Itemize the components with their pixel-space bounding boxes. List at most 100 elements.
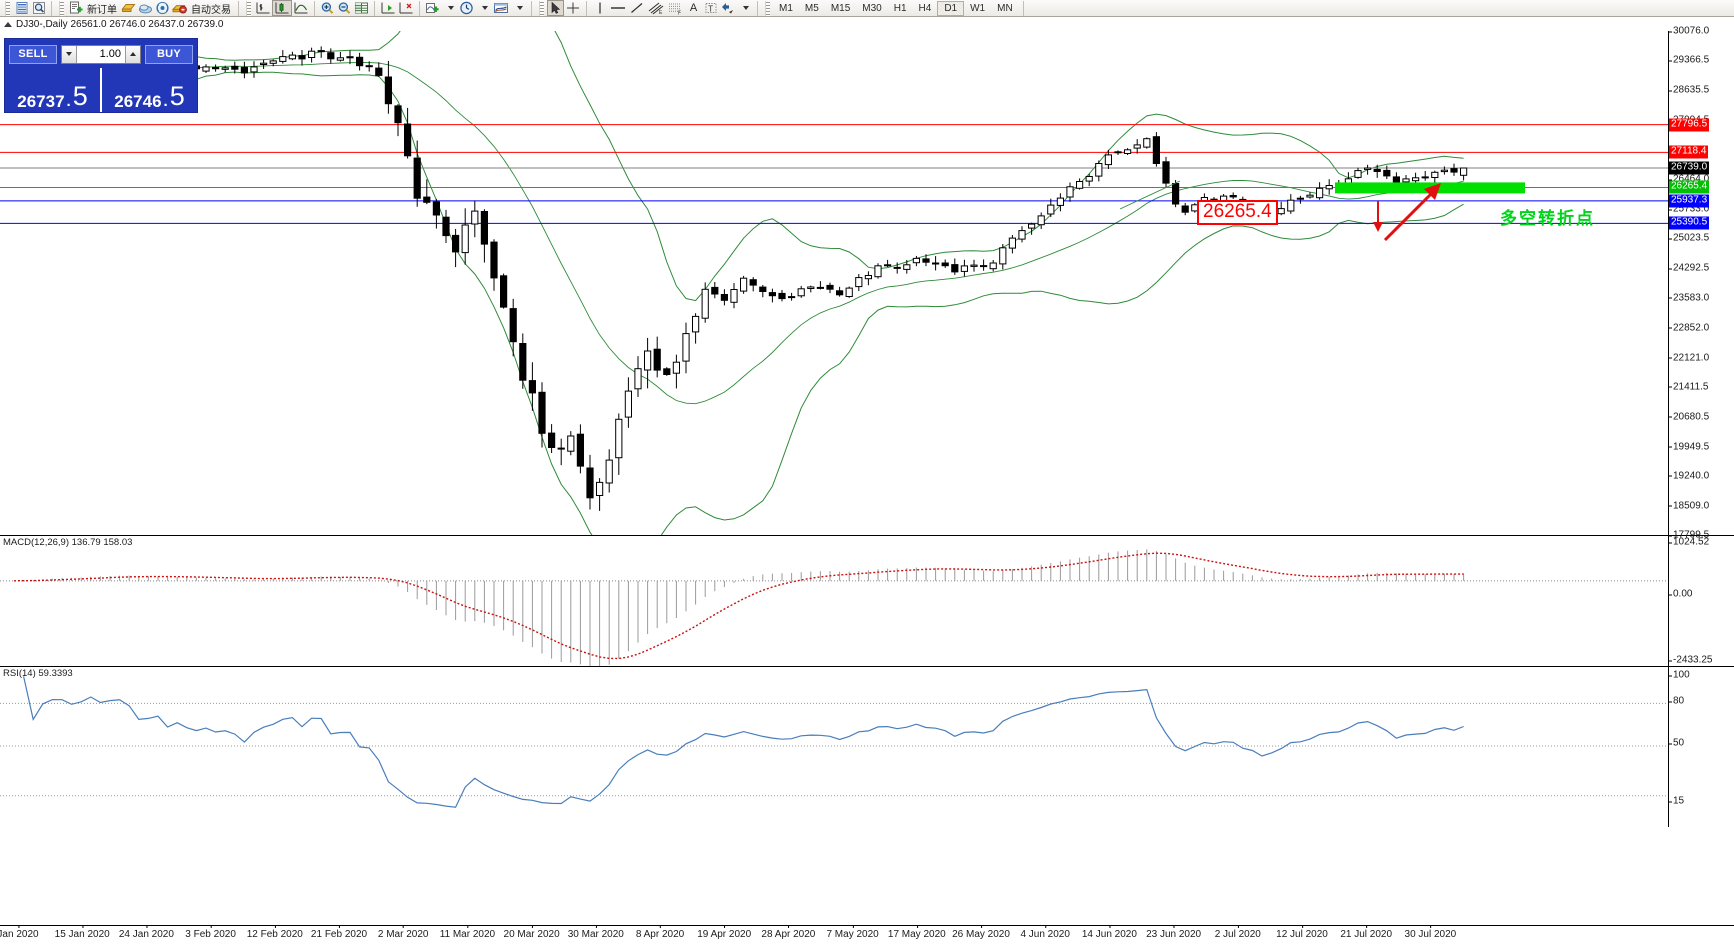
timeframe-m5[interactable]: M5: [804, 2, 819, 14]
horizontal-line-icon[interactable]: [608, 0, 628, 16]
price-tick-label: 30076.0: [1669, 26, 1709, 37]
price-tick-label: 25023.5: [1669, 233, 1709, 244]
toolbar-separator: [374, 0, 375, 16]
metaeditor-icon[interactable]: [120, 0, 137, 16]
price-label-annotation[interactable]: 26265.4: [1197, 200, 1278, 225]
zoom-in-icon[interactable]: [319, 0, 336, 16]
autotrading-icon[interactable]: [171, 0, 188, 16]
volume-increment-icon[interactable]: [125, 45, 140, 63]
bar-chart-icon[interactable]: [254, 0, 272, 16]
text-icon[interactable]: A: [685, 0, 702, 16]
timeframe-h1[interactable]: H1: [893, 2, 907, 14]
volume-input[interactable]: 1.00: [77, 45, 125, 63]
rsi-chart-svg: [0, 676, 1668, 808]
time-tick-label: 2 Mar 2020: [378, 925, 428, 940]
volume-decrement-icon[interactable]: [62, 45, 77, 63]
list-icon[interactable]: [13, 0, 30, 16]
time-tick-label: 4 Jun 2020: [1020, 925, 1070, 940]
toolbar-grip-trade[interactable]: [59, 0, 64, 16]
timeframe-d1[interactable]: D1: [937, 0, 965, 16]
time-tick-label: 12 Feb 2020: [247, 925, 303, 940]
data-window-icon[interactable]: [353, 0, 370, 16]
price-tag-25390.5[interactable]: 25390.5: [1669, 216, 1710, 230]
macd-plot[interactable]: [0, 536, 1668, 666]
fibonacci-retracement-icon[interactable]: F: [666, 0, 685, 16]
trendline-icon[interactable]: [628, 0, 646, 16]
timeframe-m15[interactable]: M15: [830, 2, 851, 14]
line-chart-icon[interactable]: [292, 0, 310, 16]
time-tick-label: 17 May 2020: [888, 925, 946, 940]
chevron-down-icon[interactable]: [510, 0, 527, 16]
arrows-icon[interactable]: [719, 0, 736, 16]
templates-icon[interactable]: [492, 0, 510, 16]
macd-tick-label: 0.00: [1669, 589, 1692, 600]
vertical-line-icon[interactable]: [591, 0, 608, 16]
toolbar-separator: [757, 0, 758, 16]
macd-pane[interactable]: MACD(12,26,9) 136.79 158.03 1024.52 0.00 -…: [0, 535, 1734, 667]
price-tag-25937.3[interactable]: 25937.3: [1669, 194, 1710, 208]
rsi-pane[interactable]: RSI(14) 59.3393 100 80 50 15: [0, 666, 1734, 827]
turning-point-annotation[interactable]: 多空转折点: [1500, 209, 1595, 229]
new-order-label[interactable]: 新订单: [87, 4, 117, 16]
time-tick-label: 3 Feb 2020: [185, 925, 236, 940]
auto-scroll-icon[interactable]: [379, 0, 397, 16]
price-tick-label: 25733.0: [1669, 204, 1709, 215]
volume-stepper[interactable]: 1.00: [61, 44, 141, 64]
macd-tick-label: 1024.52: [1669, 537, 1709, 548]
price-pane[interactable]: [0, 31, 1734, 535]
zoom-out-icon[interactable]: [336, 0, 353, 16]
toolbar-grip-objects[interactable]: [539, 0, 544, 16]
chevron-down-icon[interactable]: [441, 0, 458, 16]
toolbar-grip-standard[interactable]: [5, 0, 10, 16]
crosshair-icon[interactable]: [564, 0, 582, 16]
timeframe-m1[interactable]: M1: [779, 2, 793, 14]
rsi-tick-label: 50: [1669, 738, 1684, 749]
main-toolbar: 新订单: [0, 0, 1734, 17]
cursor-icon[interactable]: [547, 0, 564, 16]
macd-tick-label: -2433.25: [1669, 655, 1712, 666]
time-axis[interactable]: Jan 2020 15 Jan 2020 24 Jan 2020 3 Feb 2020…: [0, 925, 1734, 944]
new-order-icon[interactable]: [67, 0, 84, 16]
price-tag-26739.0[interactable]: 26739.0: [1669, 161, 1710, 175]
price-plot[interactable]: [0, 31, 1668, 535]
toolbar-separator: [1022, 0, 1024, 16]
rsi-plot[interactable]: [0, 667, 1668, 826]
toolbar-separator: [51, 0, 52, 16]
timeframe-h4[interactable]: H4: [918, 2, 932, 14]
chevron-down-icon[interactable]: [736, 0, 753, 16]
chart-collapse-icon[interactable]: [4, 22, 12, 27]
text-label-icon[interactable]: T: [702, 0, 719, 16]
time-tick-label: 30 Jul 2020: [1405, 925, 1456, 940]
chevron-down-icon[interactable]: [475, 0, 492, 16]
timeframe-m30[interactable]: M30: [862, 2, 882, 14]
periods-icon[interactable]: [458, 0, 475, 16]
one-click-trading-panel[interactable]: SELL 1.00 BUY 26737 . 5 26746 .: [4, 38, 198, 113]
equidistant-channel-icon[interactable]: E: [646, 0, 666, 16]
autotrading-label[interactable]: 自动交易: [191, 4, 231, 16]
price-tag-27796.5[interactable]: 27796.5: [1669, 118, 1710, 132]
vps-icon[interactable]: [154, 0, 171, 16]
price-tag-26265.4[interactable]: 26265.4: [1669, 180, 1710, 194]
timeframe-w1[interactable]: W1: [970, 2, 986, 14]
sell-price[interactable]: 26737 . 5: [5, 66, 100, 112]
toolbar-grip-charts[interactable]: [246, 0, 251, 16]
macd-scale[interactable]: 1024.52 0.00 -2433.25: [1668, 536, 1734, 667]
price-tick-label: 22121.0: [1669, 352, 1709, 363]
indicators-icon[interactable]: [424, 0, 441, 16]
price-scale[interactable]: 30076.029366.528635.527904.526464.025733…: [1668, 26, 1734, 541]
buy-price[interactable]: 26746 . 5: [102, 66, 197, 112]
chart-shift-icon[interactable]: [397, 0, 415, 16]
magnifier-icon[interactable]: [30, 0, 47, 16]
price-tag-27118.4[interactable]: 27118.4: [1669, 145, 1709, 159]
time-tick-label: 14 Jun 2020: [1082, 925, 1137, 940]
chart-window[interactable]: DJ30-,Daily 26561.0 26746.0 26437.0 2673…: [0, 17, 1734, 944]
signals-icon[interactable]: [137, 0, 154, 16]
toolbar-separator: [238, 0, 239, 16]
buy-button[interactable]: BUY: [145, 44, 193, 64]
time-tick-label: 15 Jan 2020: [55, 925, 110, 940]
timeframe-mn[interactable]: MN: [997, 2, 1013, 14]
toolbar-grip-periods[interactable]: [765, 0, 770, 16]
candlestick-chart-icon[interactable]: [272, 0, 292, 16]
sell-button[interactable]: SELL: [9, 44, 57, 64]
rsi-scale[interactable]: 100 80 50 15: [1668, 667, 1734, 827]
